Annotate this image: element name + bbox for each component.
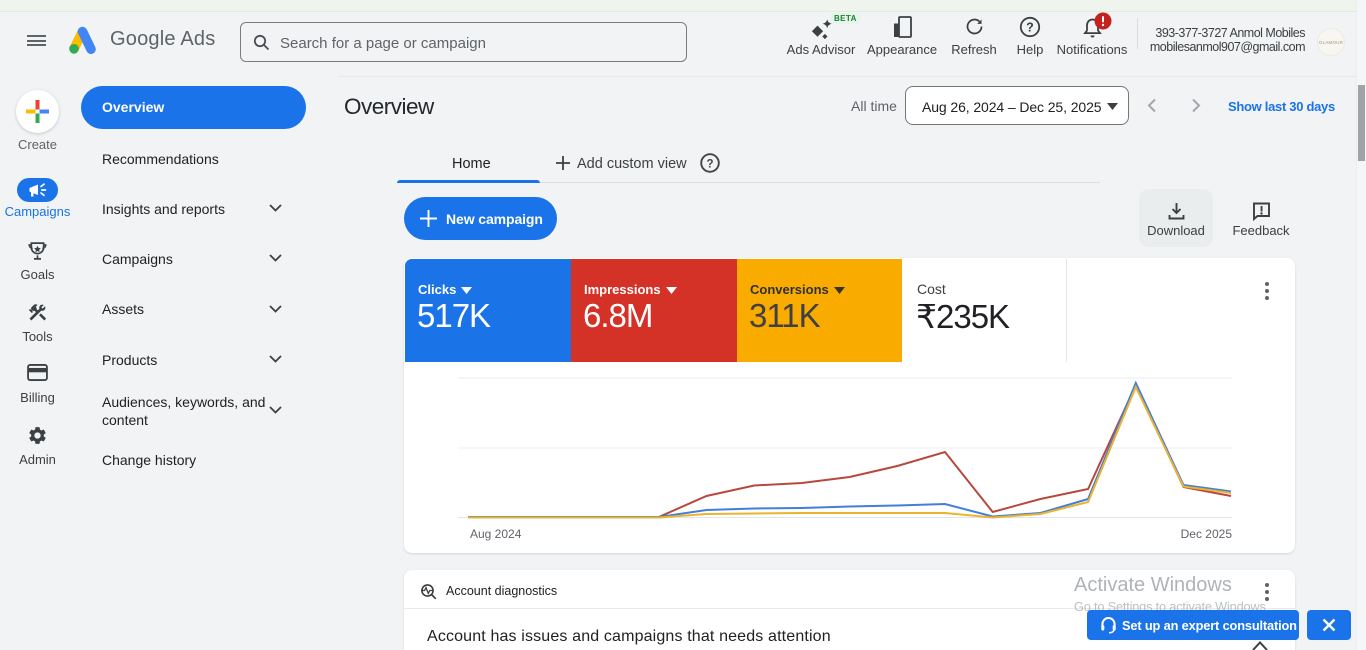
svg-text:Dec 2025: Dec 2025 [1181, 527, 1233, 541]
svg-text:Aug 2024: Aug 2024 [470, 527, 522, 541]
svg-text:?: ? [706, 158, 713, 170]
svg-text:?: ? [1026, 21, 1034, 35]
